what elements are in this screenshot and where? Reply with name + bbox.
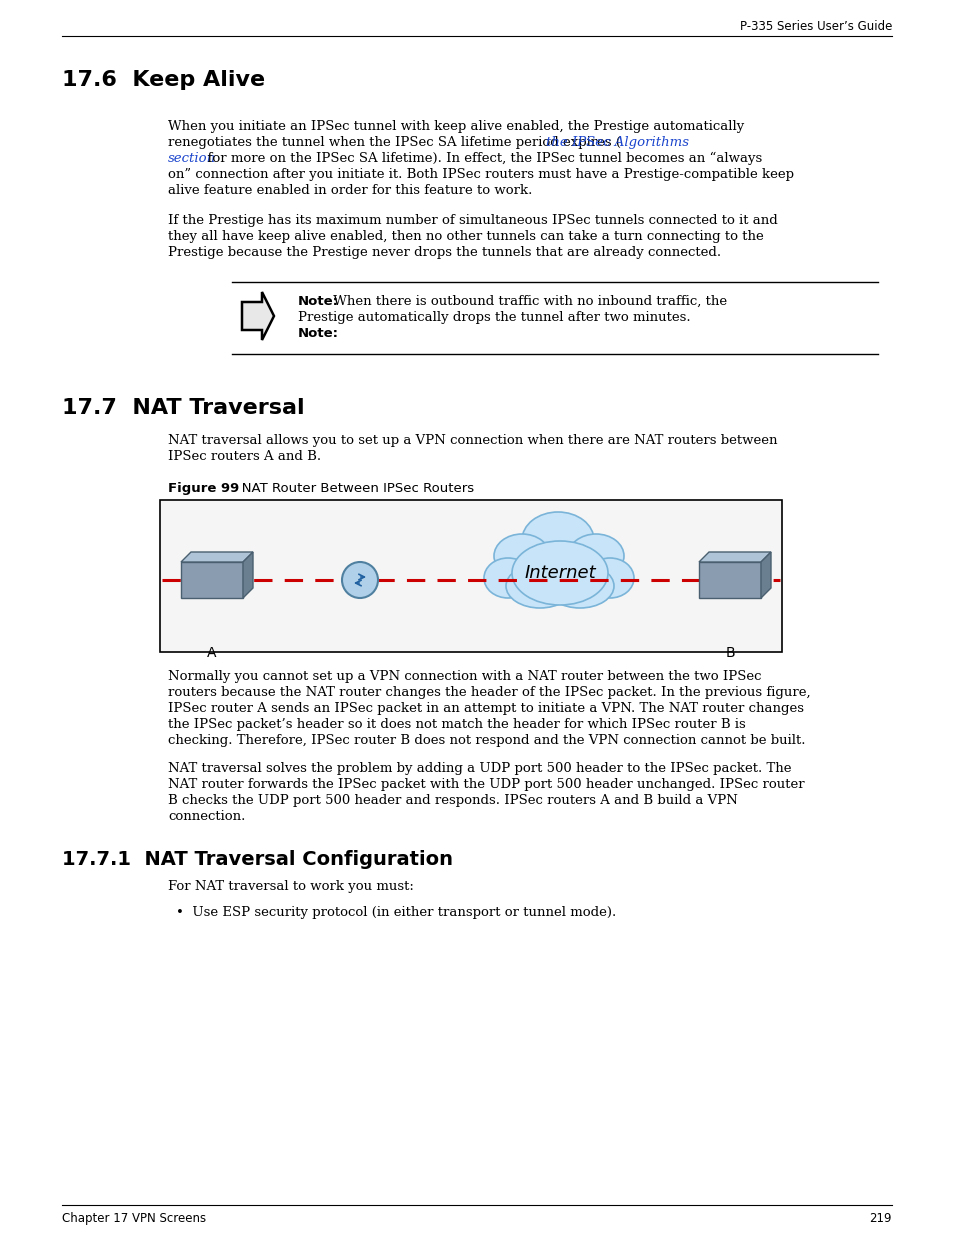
Ellipse shape bbox=[512, 541, 607, 605]
Text: A: A bbox=[207, 646, 216, 659]
Ellipse shape bbox=[494, 534, 550, 578]
Text: When there is outbound traffic with no inbound traffic, the: When there is outbound traffic with no i… bbox=[329, 295, 726, 308]
Text: •  Use ESP security protocol (in either transport or tunnel mode).: • Use ESP security protocol (in either t… bbox=[175, 906, 616, 919]
Text: for more on the IPSec SA lifetime). In effect, the IPSec tunnel becomes an “alwa: for more on the IPSec SA lifetime). In e… bbox=[199, 152, 761, 165]
Text: NAT Router Between IPSec Routers: NAT Router Between IPSec Routers bbox=[229, 482, 474, 495]
Polygon shape bbox=[760, 552, 770, 598]
Text: 17.6  Keep Alive: 17.6 Keep Alive bbox=[62, 70, 265, 90]
Ellipse shape bbox=[341, 562, 377, 598]
Polygon shape bbox=[181, 552, 253, 562]
Text: P-335 Series User’s Guide: P-335 Series User’s Guide bbox=[739, 20, 891, 33]
Text: the IPSec Algorithms: the IPSec Algorithms bbox=[545, 136, 688, 149]
Text: Note:: Note: bbox=[297, 295, 338, 308]
Text: checking. Therefore, IPSec router B does not respond and the VPN connection cann: checking. Therefore, IPSec router B does… bbox=[168, 734, 804, 747]
Ellipse shape bbox=[567, 534, 623, 578]
Polygon shape bbox=[699, 552, 770, 562]
Text: routers because the NAT router changes the header of the IPSec packet. In the pr: routers because the NAT router changes t… bbox=[168, 685, 810, 699]
Bar bbox=[181, 562, 243, 598]
Text: connection.: connection. bbox=[168, 810, 245, 823]
Text: on” connection after you initiate it. Both IPSec routers must have a Prestige-co: on” connection after you initiate it. Bo… bbox=[168, 168, 793, 182]
Text: B checks the UDP port 500 header and responds. IPSec routers A and B build a VPN: B checks the UDP port 500 header and res… bbox=[168, 794, 737, 806]
Text: renegotiates the tunnel when the IPSec SA lifetime period expires (: renegotiates the tunnel when the IPSec S… bbox=[168, 136, 624, 149]
Ellipse shape bbox=[505, 564, 574, 608]
Bar bbox=[699, 562, 760, 598]
Text: 17.7  NAT Traversal: 17.7 NAT Traversal bbox=[62, 398, 304, 417]
Ellipse shape bbox=[521, 513, 594, 568]
Ellipse shape bbox=[585, 558, 634, 598]
Text: Note:: Note: bbox=[297, 327, 338, 340]
Text: When you initiate an IPSec tunnel with keep alive enabled, the Prestige automati: When you initiate an IPSec tunnel with k… bbox=[168, 120, 743, 133]
Text: 17.7.1  NAT Traversal Configuration: 17.7.1 NAT Traversal Configuration bbox=[62, 850, 453, 869]
Text: Chapter 17 VPN Screens: Chapter 17 VPN Screens bbox=[62, 1212, 206, 1225]
Text: section: section bbox=[168, 152, 216, 165]
Bar bbox=[160, 500, 781, 652]
Text: NAT router forwards the IPSec packet with the UDP port 500 header unchanged. IPS: NAT router forwards the IPSec packet wit… bbox=[168, 778, 803, 790]
Polygon shape bbox=[242, 291, 274, 340]
Text: IPSec router A sends an IPSec packet in an attempt to initiate a VPN. The NAT ro: IPSec router A sends an IPSec packet in … bbox=[168, 701, 803, 715]
Polygon shape bbox=[243, 552, 253, 598]
Text: Prestige because the Prestige never drops the tunnels that are already connected: Prestige because the Prestige never drop… bbox=[168, 246, 720, 259]
Text: the IPSec packet’s header so it does not match the header for which IPSec router: the IPSec packet’s header so it does not… bbox=[168, 718, 745, 731]
Text: Prestige automatically drops the tunnel after two minutes.: Prestige automatically drops the tunnel … bbox=[297, 311, 690, 324]
Text: alive feature enabled in order for this feature to work.: alive feature enabled in order for this … bbox=[168, 184, 532, 198]
Text: they all have keep alive enabled, then no other tunnels can take a turn connecti: they all have keep alive enabled, then n… bbox=[168, 230, 763, 243]
Text: Normally you cannot set up a VPN connection with a NAT router between the two IP: Normally you cannot set up a VPN connect… bbox=[168, 671, 760, 683]
Text: B: B bbox=[724, 646, 734, 659]
Text: If the Prestige has its maximum number of simultaneous IPSec tunnels connected t: If the Prestige has its maximum number o… bbox=[168, 214, 777, 227]
Text: 219: 219 bbox=[868, 1212, 891, 1225]
Ellipse shape bbox=[483, 558, 532, 598]
Ellipse shape bbox=[545, 564, 614, 608]
Text: Internet: Internet bbox=[523, 564, 596, 582]
Text: For NAT traversal to work you must:: For NAT traversal to work you must: bbox=[168, 881, 414, 893]
Text: NAT traversal solves the problem by adding a UDP port 500 header to the IPSec pa: NAT traversal solves the problem by addi… bbox=[168, 762, 791, 776]
Text: Figure 99: Figure 99 bbox=[168, 482, 239, 495]
Text: NAT traversal allows you to set up a VPN connection when there are NAT routers b: NAT traversal allows you to set up a VPN… bbox=[168, 433, 777, 447]
Text: IPSec routers A and B.: IPSec routers A and B. bbox=[168, 450, 321, 463]
